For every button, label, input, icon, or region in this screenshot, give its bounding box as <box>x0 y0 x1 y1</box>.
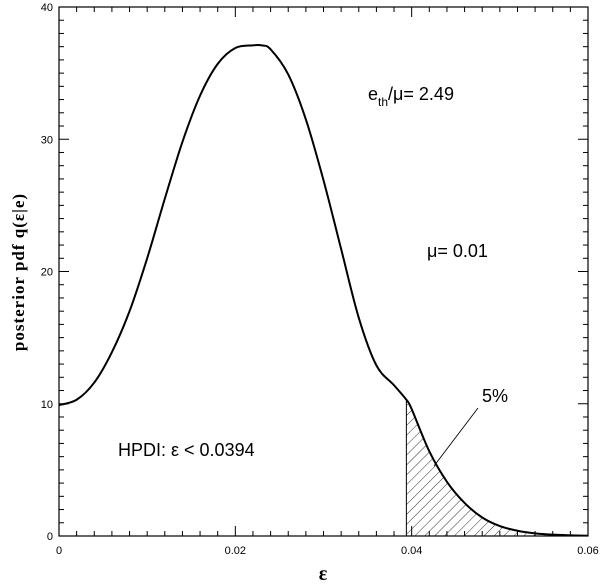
x-axis-title: ε <box>319 563 328 585</box>
eth-ratio-value: /μ= 2.49 <box>388 84 454 104</box>
eth-base: e <box>368 84 378 104</box>
tail-percent-pointer <box>433 407 479 467</box>
axis-ticks <box>58 6 589 537</box>
posterior-pdf-curve <box>59 43 588 536</box>
x-tick-label: 0.04 <box>401 545 422 557</box>
y-tick-label: 40 <box>41 2 53 14</box>
axis-tick-labels: 0 0.02 0.04 0.06 0 10 20 30 40 <box>41 2 599 557</box>
mu-annotation: μ= 0.01 <box>427 241 488 261</box>
hpdi-tail-shaded-region <box>406 399 588 536</box>
y-tick-label: 0 <box>47 531 53 543</box>
x-tick-label: 0.02 <box>225 545 246 557</box>
tail-percent-label: 5% <box>482 386 508 406</box>
y-tick-label: 30 <box>41 134 53 146</box>
y-axis-title: posterior pdf q(ε|e) <box>9 193 28 351</box>
x-tick-label: 0 <box>56 545 62 557</box>
hpdi-annotation: HPDI: ε < 0.0394 <box>118 440 255 460</box>
eth-subscript: th <box>378 95 388 109</box>
x-tick-label: 0.06 <box>577 545 598 557</box>
eth-over-mu-annotation: eth/μ= 2.49 <box>368 84 454 109</box>
y-tick-label: 10 <box>41 399 53 411</box>
y-tick-label: 20 <box>41 267 53 279</box>
